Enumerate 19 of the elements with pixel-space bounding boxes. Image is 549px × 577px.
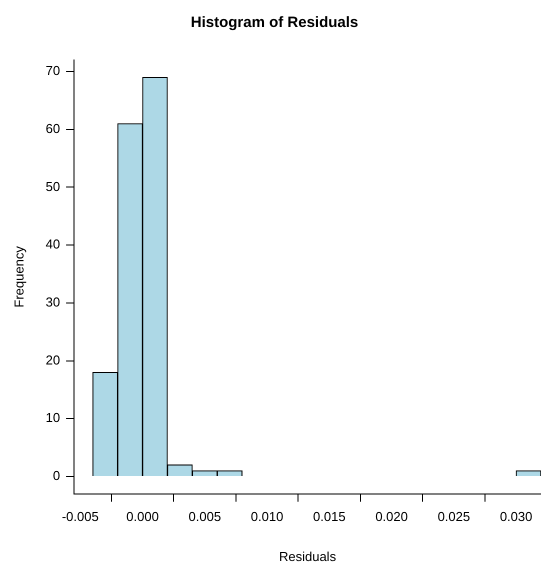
y-tick-label: 60 — [46, 120, 60, 136]
chart-title: Histogram of Residuals — [190, 14, 358, 32]
x-tick-label: 0.020 — [375, 509, 408, 524]
y-tick-label: 0 — [52, 468, 60, 484]
y-tick-label: 50 — [46, 178, 60, 194]
y-axis-title: Frequency — [11, 246, 26, 308]
x-tick-label: 0.010 — [250, 509, 284, 524]
y-tick-label: 40 — [46, 236, 60, 252]
x-tick-label: 0.025 — [438, 509, 470, 524]
x-tick-label: 0.005 — [188, 509, 222, 524]
y-tick-label: 10 — [46, 410, 60, 426]
x-tick-label: 0.015 — [313, 509, 346, 524]
x-tick-label: 0.000 — [126, 509, 159, 524]
y-tick-label: 30 — [46, 294, 60, 310]
y-tick-label: 20 — [46, 352, 60, 368]
x-axis-title: Residuals — [278, 548, 337, 564]
x-tick-label: 0.030 — [500, 509, 532, 524]
y-tick-label: 70 — [46, 63, 60, 78]
x-tick-label: -0.005 — [62, 509, 99, 524]
